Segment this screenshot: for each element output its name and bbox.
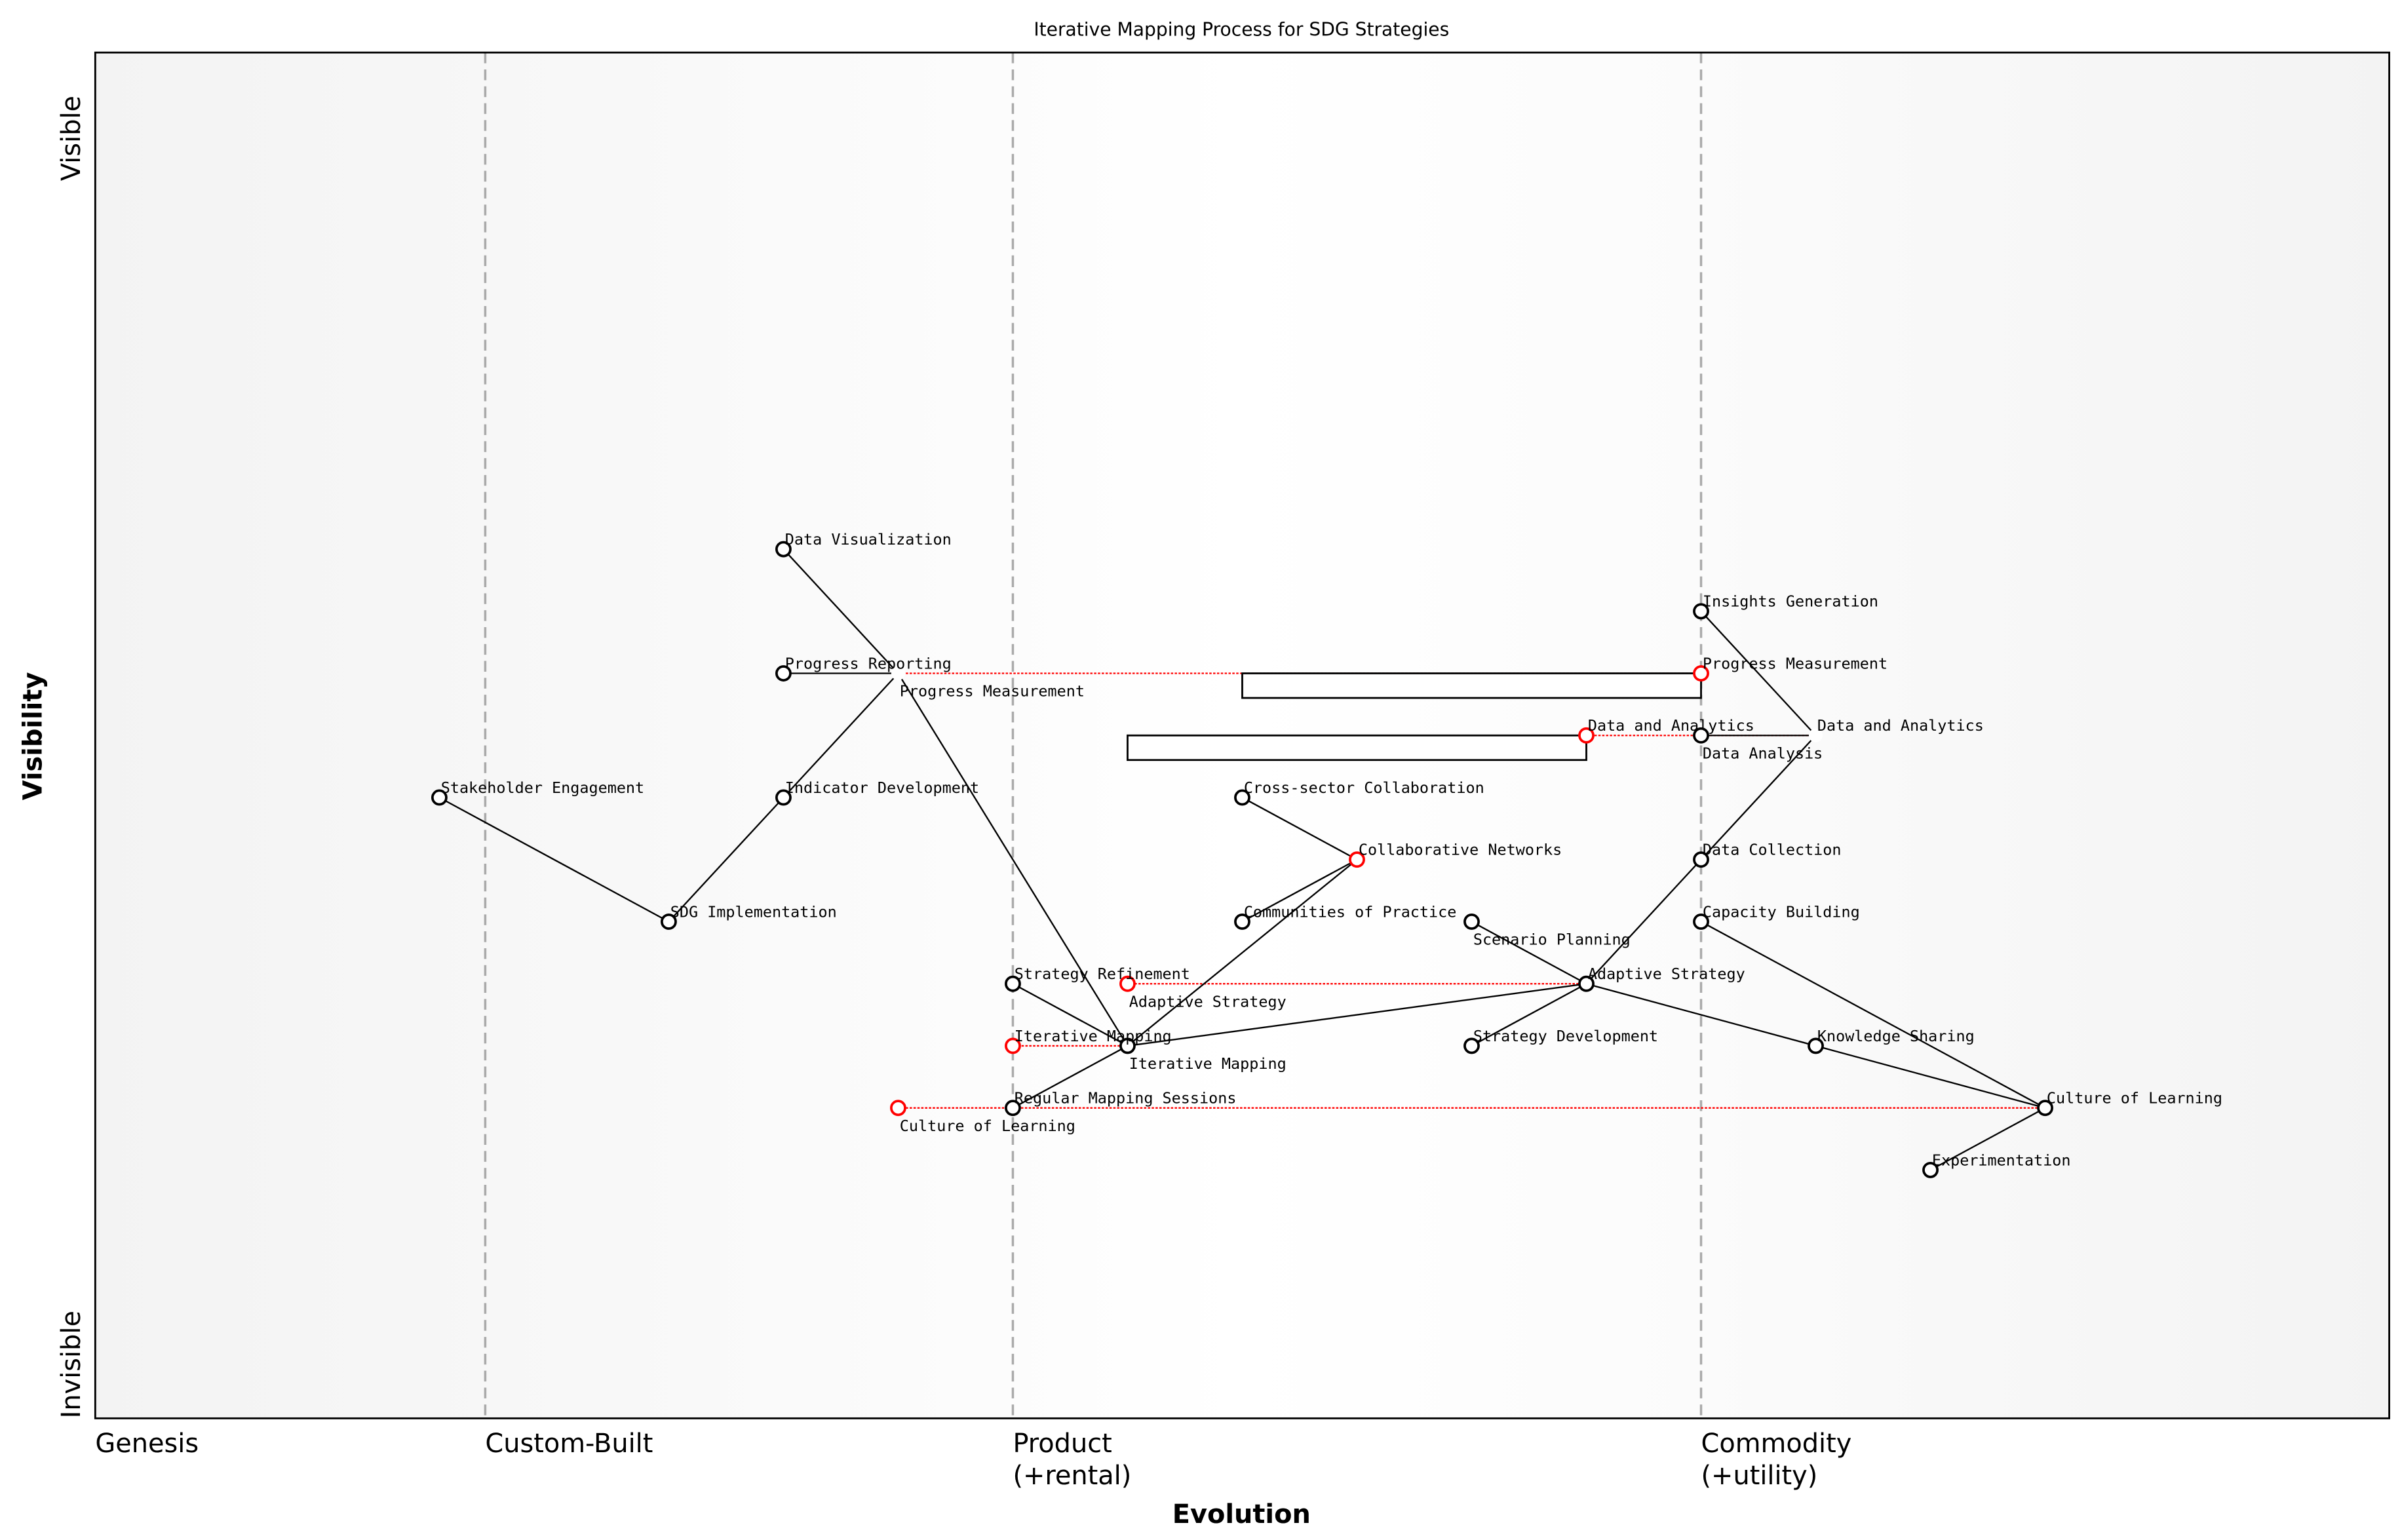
dependency-link	[438, 796, 669, 923]
y-tick-label: Visible	[56, 96, 87, 181]
component-marker	[1808, 1037, 1824, 1054]
x-tick-label-line: (+rental)	[1013, 1461, 1131, 1491]
dependency-link	[1241, 858, 1358, 923]
dependency-link	[897, 672, 1129, 1047]
component-label: Scenario Planning	[1473, 931, 1631, 949]
component-label: Data Visualization	[785, 530, 952, 549]
component-marker-hidden	[891, 666, 905, 681]
component-marker	[1693, 603, 1709, 620]
component-marker	[1119, 1037, 1136, 1054]
x-tick-label: Commodity (+utility)	[1701, 1429, 1852, 1491]
component-marker	[1234, 914, 1250, 930]
component-label: Collaborative Networks	[1359, 841, 1562, 859]
component-marker	[1463, 1037, 1480, 1054]
component-marker-hidden	[1808, 728, 1823, 742]
dependency-link	[1012, 1045, 1129, 1109]
dependency-link	[783, 549, 899, 674]
pipeline-box	[1241, 672, 1702, 699]
component-label: Strategy Development	[1473, 1027, 1658, 1045]
dependency-link	[1700, 735, 1817, 860]
x-tick-label: Product (+rental)	[1013, 1429, 1131, 1491]
component-label: SDG Implementation	[670, 902, 837, 921]
evolved-component-marker	[1119, 975, 1136, 992]
component-marker	[1693, 727, 1709, 744]
component-label: Communities of Practice	[1244, 902, 1457, 921]
dependency-link	[1586, 983, 1816, 1047]
evolved-component-marker	[1349, 851, 1365, 868]
component-marker	[2037, 1100, 2053, 1117]
x-tick-label: Custom-Built	[485, 1429, 653, 1459]
x-tick-label-line: Commodity	[1701, 1429, 1852, 1459]
evolved-component-marker	[1005, 1037, 1021, 1054]
dependency-link	[783, 672, 899, 798]
x-tick-label: Genesis	[95, 1429, 199, 1459]
dependency-link	[1471, 983, 1587, 1047]
evolved-component-marker	[1578, 727, 1595, 744]
component-label: Regular Mapping Sessions	[1015, 1089, 1237, 1107]
component-marker	[1693, 914, 1709, 930]
evolved-component-marker	[1693, 665, 1709, 682]
component-label: Stakeholder Engagement	[441, 779, 644, 797]
component-marker	[431, 789, 448, 806]
component-label: Insights Generation	[1703, 592, 1878, 611]
component-label: Data and Analytics	[1817, 716, 1984, 735]
component-label: Iterative Mapping	[1015, 1027, 1172, 1045]
component-label: Data and Analytics	[1588, 716, 1754, 735]
component-label: Indicator Development	[785, 779, 979, 797]
plot-frame	[94, 51, 2390, 1419]
component-marker	[775, 541, 792, 558]
x-axis-label: Evolution	[1172, 1499, 1311, 1530]
component-marker	[1922, 1161, 1939, 1178]
component-label: Strategy Refinement	[1015, 965, 1190, 983]
x-tick-label-line: (+utility)	[1701, 1461, 1818, 1491]
y-tick-label: Invisible	[56, 1311, 87, 1418]
component-label: Iterative Mapping	[1129, 1054, 1287, 1073]
component-label: Culture of Learning	[900, 1117, 1075, 1135]
component-marker	[660, 914, 677, 930]
dependency-link	[1700, 921, 2046, 1109]
component-marker	[1005, 975, 1021, 992]
dependency-link	[668, 797, 784, 923]
component-label: Adaptive Strategy	[1129, 992, 1287, 1011]
pipeline-box	[1127, 734, 1587, 761]
evolved-component-marker	[890, 1100, 906, 1117]
chart-title: Iterative Mapping Process for SDG Strate…	[1034, 18, 1449, 40]
dependency-link	[1471, 921, 1587, 985]
component-marker	[1463, 914, 1480, 930]
component-marker	[775, 789, 792, 806]
component-marker	[1693, 851, 1709, 868]
component-label: Culture of Learning	[2047, 1089, 2222, 1107]
component-label: Capacity Building	[1703, 902, 1860, 921]
component-label: Data Collection	[1703, 841, 1842, 859]
component-label: Progress Measurement	[1703, 654, 1887, 672]
component-marker	[775, 665, 792, 682]
dependency-link	[1241, 796, 1358, 860]
dependency-link	[1585, 858, 1702, 984]
x-tick-label-line: Product	[1013, 1429, 1112, 1459]
component-label: Progress Reporting	[785, 654, 952, 672]
component-label: Adaptive Strategy	[1588, 965, 1745, 983]
component-marker	[1234, 789, 1250, 806]
x-tick-label-line: Genesis	[95, 1429, 199, 1459]
component-label: Cross-sector Collaboration	[1244, 779, 1484, 797]
component-label: Experimentation	[1932, 1151, 2071, 1169]
dependency-link	[1929, 1107, 2046, 1171]
dependency-link	[1815, 1045, 2045, 1109]
dependency-link	[1012, 983, 1129, 1047]
component-label: Progress Measurement	[900, 682, 1085, 701]
dependency-link	[1127, 858, 1358, 1047]
component-marker	[1578, 975, 1595, 992]
component-marker	[1005, 1100, 1021, 1117]
dependency-link	[1700, 610, 1817, 737]
component-label: Data Analysis	[1703, 744, 1823, 762]
component-label: Knowledge Sharing	[1817, 1027, 1975, 1045]
dependency-link	[1127, 983, 1587, 1047]
y-axis-label: Visibility	[18, 672, 48, 801]
x-tick-label-line: Custom-Built	[485, 1429, 653, 1459]
